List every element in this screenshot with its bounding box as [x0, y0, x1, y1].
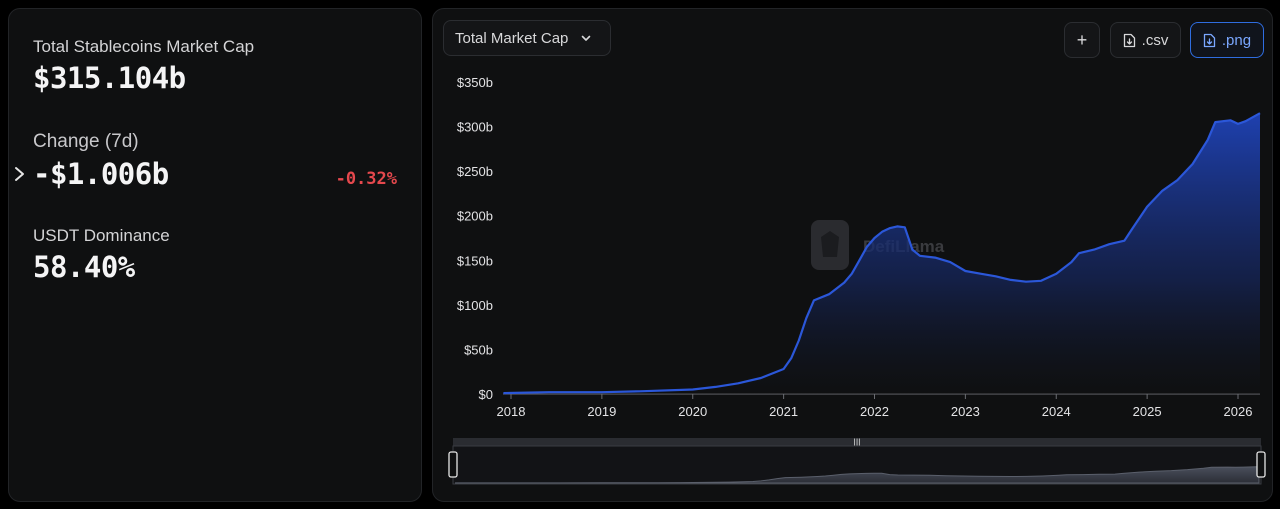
x-tick-label: 2025 [1133, 404, 1162, 419]
market-cap-line [503, 112, 1261, 395]
x-tick-label: 2020 [678, 404, 707, 419]
x-tick-label: 2021 [769, 404, 798, 419]
metric-select[interactable]: Total Market Cap [443, 20, 611, 56]
y-tick-label: $250b [457, 164, 493, 179]
x-tick-label: 2022 [860, 404, 889, 419]
y-tick-label: $200b [457, 209, 493, 224]
add-button[interactable]: + [1064, 22, 1100, 58]
download-csv-button[interactable]: .csv [1110, 22, 1181, 58]
y-tick-label: $50b [464, 342, 493, 357]
usdt-dominance-value: 58.40% [33, 250, 135, 284]
change-7d-value: -$1.006b [33, 157, 169, 191]
range-handle-left[interactable] [448, 451, 458, 478]
png-label: .png [1221, 31, 1252, 49]
market-cap-area [503, 113, 1260, 394]
range-grip-icon[interactable]: ||| [853, 437, 860, 447]
y-tick-label: $100b [457, 298, 493, 313]
x-axis: 2018 2019 2020 2021 2022 2023 2024 2025 2026 [497, 393, 1260, 419]
change-7d-percent: -0.32% [335, 169, 397, 189]
range-handle-right[interactable] [1256, 451, 1266, 478]
download-png-button[interactable]: .png [1190, 22, 1264, 58]
y-axis: $0 $50b $100b $150b $200b $250b $300b $350b [457, 75, 493, 402]
x-tick-label: 2024 [1042, 404, 1071, 419]
x-tick-label: 2026 [1224, 404, 1253, 419]
x-tick-label: 2023 [951, 404, 980, 419]
market-cap-label: Total Stablecoins Market Cap [33, 37, 255, 56]
plus-icon: + [1076, 29, 1088, 50]
y-tick-label: $150b [457, 253, 493, 268]
y-tick-label: $0 [479, 387, 493, 402]
metric-select-label: Total Market Cap [455, 29, 569, 47]
x-tick-label: 2018 [497, 404, 526, 419]
file-download-icon [1123, 33, 1135, 47]
y-tick-label: $350b [457, 75, 493, 90]
x-tick-label: 2019 [587, 404, 616, 419]
range-slider-track[interactable] [453, 438, 1261, 446]
summary-panel: Total Stablecoins Market Cap $315.104b C… [8, 8, 422, 502]
range-slider[interactable]: ||| [448, 437, 1266, 485]
chevron-down-icon [582, 35, 591, 41]
change-7d-label: Change (7d) [33, 131, 139, 152]
range-preview-area [454, 466, 1260, 484]
y-tick-label: $300b [457, 120, 493, 135]
image-download-icon [1203, 33, 1216, 47]
market-cap-value: $315.104b [33, 61, 186, 95]
csv-label: .csv [1141, 31, 1169, 49]
usdt-dominance-label: USDT Dominance [33, 226, 170, 245]
chart-panel: Total Market Cap + .csv .png [432, 8, 1273, 502]
chevron-right-icon[interactable] [13, 163, 27, 185]
market-cap-chart: $0 $50b $100b $150b $200b $250b $300b $350b 201… [448, 75, 1266, 485]
